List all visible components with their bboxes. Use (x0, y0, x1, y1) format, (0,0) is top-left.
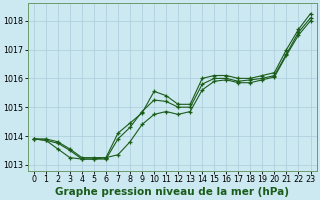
X-axis label: Graphe pression niveau de la mer (hPa): Graphe pression niveau de la mer (hPa) (55, 187, 289, 197)
